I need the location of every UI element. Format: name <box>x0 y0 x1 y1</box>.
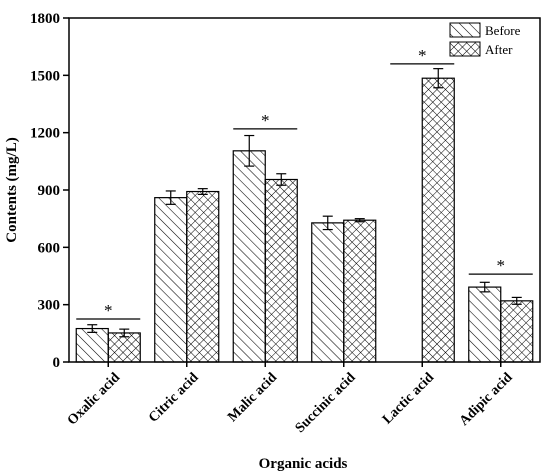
legend-swatch-after <box>449 41 481 57</box>
bar-after <box>186 190 220 363</box>
bar-before <box>154 197 188 363</box>
bar-before <box>75 327 109 363</box>
x-category-label: Lactic acid <box>380 370 437 427</box>
bar-before <box>232 150 266 363</box>
bar-before <box>468 286 502 363</box>
y-axis-ticks: 0 300 600 900 1200 1500 1800 <box>30 11 69 371</box>
y-tick-label: 1200 <box>30 126 60 142</box>
y-tick-label: 900 <box>38 183 61 199</box>
significance-star: * <box>104 301 113 320</box>
bar-before <box>311 222 345 363</box>
legend: Before After <box>449 22 521 57</box>
bar-after <box>343 219 377 363</box>
x-category-label: Malic acid <box>225 370 280 425</box>
y-tick-label: 1800 <box>30 11 60 27</box>
significance-layer: * * * * <box>76 46 533 320</box>
bar-after <box>264 178 298 363</box>
y-tick-label: 300 <box>38 298 61 314</box>
significance-star: * <box>497 256 506 275</box>
significance-star: * <box>261 111 270 130</box>
y-axis-title: Contents (mg/L) <box>4 137 20 242</box>
bar-after <box>421 77 455 363</box>
x-category-label: Succinic acid <box>293 370 359 436</box>
x-category-label: Oxalic acid <box>65 370 123 428</box>
error-bars-layer <box>87 68 522 338</box>
x-axis-title: Organic acids <box>259 456 348 472</box>
legend-label-after: After <box>485 42 513 57</box>
significance-star: * <box>418 46 427 65</box>
bar-after <box>500 300 534 363</box>
y-tick-label: 0 <box>53 355 61 371</box>
legend-label-before: Before <box>485 23 521 38</box>
bars-layer <box>75 77 534 363</box>
x-axis-categories: Oxalic acid Citric acid Malic acid Succinic… <box>65 362 516 436</box>
legend-swatch-before <box>449 22 481 38</box>
y-tick-label: 1500 <box>30 68 60 84</box>
x-category-label: Adipic acid <box>457 370 516 429</box>
x-category-label: Citric acid <box>146 370 202 426</box>
y-tick-label: 600 <box>38 240 61 256</box>
